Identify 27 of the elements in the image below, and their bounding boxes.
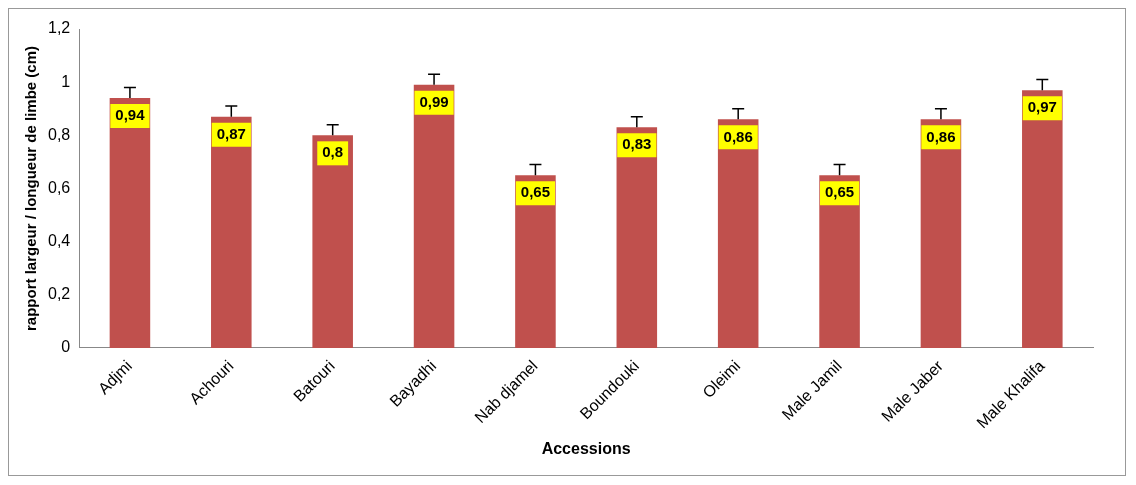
bar <box>211 116 252 348</box>
bar <box>920 119 962 348</box>
bar <box>717 119 759 348</box>
data-label: 0,83 <box>622 135 652 153</box>
data-label: 0,94 <box>115 106 146 124</box>
bar <box>109 98 151 348</box>
y-tick-label: 0,4 <box>47 232 71 250</box>
y-tick-label: 0 <box>61 338 71 356</box>
data-label: 0,87 <box>216 124 246 142</box>
y-tick-label: 1 <box>61 72 71 90</box>
data-label: 0,97 <box>1027 98 1057 116</box>
y-tick-label: 0,6 <box>47 178 71 196</box>
bar <box>1022 90 1063 348</box>
y-axis-title: rapport largeur / longueur de limbe (cm) <box>22 45 40 332</box>
bar <box>616 127 658 348</box>
data-label: 0,65 <box>824 183 855 201</box>
bar <box>312 135 353 348</box>
data-label: 0,99 <box>419 92 449 110</box>
data-label: 0,8 <box>322 143 344 161</box>
y-tick-label: 1,2 <box>47 19 71 37</box>
data-label: 0,86 <box>926 127 956 145</box>
bar <box>413 84 455 348</box>
x-axis-title: Accessions <box>541 439 631 457</box>
y-tick-label: 0,2 <box>47 285 71 303</box>
data-label: 0,65 <box>520 183 551 201</box>
y-tick-label: 0,8 <box>47 125 71 143</box>
data-label: 0,86 <box>723 127 753 145</box>
